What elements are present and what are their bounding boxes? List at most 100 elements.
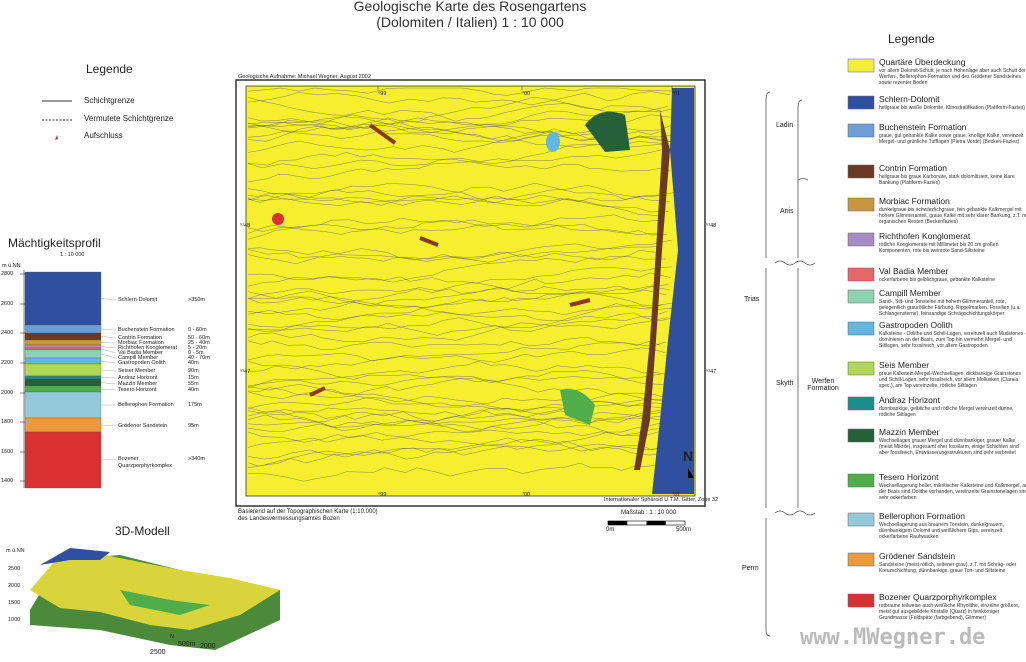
grid-label: ⁷01 — [672, 91, 681, 97]
profile-layer-thickness: 40m — [188, 360, 199, 366]
map-credit: Geologische Aufnahme: Michael Wegner, Au… — [238, 74, 371, 80]
profile-layer-name: Contrin Formation — [118, 335, 163, 341]
legend-swatch — [847, 197, 875, 212]
profile-layer-name: Buchenstein Formation — [118, 327, 175, 333]
leader — [100, 348, 117, 354]
model-north: N — [170, 634, 174, 640]
contour — [247, 347, 666, 373]
contour — [247, 428, 664, 443]
contour — [247, 185, 674, 206]
profile-tick: 2600 — [1, 301, 14, 307]
profile-layer-name: Tesero Horizont — [118, 387, 157, 393]
contour — [247, 220, 661, 235]
profile-layer — [24, 357, 102, 365]
legend-unit-name: Morbiac Formation — [879, 196, 950, 206]
legend-unit-name: Val Badia Member — [879, 266, 949, 276]
legend-item: Vermutete Schichtgrenze — [84, 114, 174, 123]
contrin-strip — [634, 110, 670, 470]
profile-layer-thickness: 5 - 20m — [188, 345, 207, 351]
terrain-top — [30, 552, 280, 630]
terrain-ridge — [40, 548, 110, 565]
leader — [100, 336, 117, 339]
profile-layer-thickness: 95m — [188, 423, 199, 429]
contour — [247, 411, 672, 430]
legend-title: Legende — [86, 62, 133, 76]
contour — [247, 250, 661, 283]
period-label: Werfen Formation — [807, 378, 839, 392]
legend-swatch — [847, 473, 875, 488]
contour — [247, 183, 670, 207]
contour — [247, 97, 680, 122]
legend-unit-name: Buchenstein Formation — [879, 122, 967, 132]
contour — [247, 224, 668, 240]
model-tick: 2000 — [8, 583, 21, 589]
legend-swatch — [847, 428, 875, 443]
legend-unit-name: Quartäre Überdeckung — [879, 57, 966, 67]
projection: Internationaler Sphäroid U.T.M. Gitter, … — [604, 497, 719, 503]
contour — [247, 125, 668, 148]
profile-layer-name: Morbiac Formation — [118, 340, 164, 346]
contour — [247, 141, 675, 183]
period-label: Perm — [742, 565, 759, 572]
watermark: www.MWegner.de — [800, 625, 986, 650]
leader — [100, 369, 117, 372]
profile-layer-name: Andraz Horizont — [118, 375, 158, 381]
grid-label: ⁷00 — [522, 492, 531, 498]
contour — [247, 439, 662, 469]
legend-swatch — [847, 361, 875, 376]
profile-tick: 2000 — [1, 390, 14, 396]
model-tick: 2500 — [8, 566, 21, 572]
legend-swatch — [847, 123, 875, 138]
grid-label: ⁷00 — [522, 91, 531, 97]
period-label: Skyth — [776, 380, 794, 387]
profile-unit: m ü.NN — [2, 263, 21, 269]
grid-label: ⁵¹47 — [240, 369, 251, 375]
legend-swatch — [847, 164, 875, 179]
legend-unit-description: Wechsellagen grauer Mergel und dünnbanki… — [879, 438, 1019, 456]
profile-layer — [24, 344, 102, 349]
profile-layer — [24, 375, 102, 380]
dolomite-zone — [652, 88, 694, 494]
profile-scale: 1 : 10 000 — [60, 252, 85, 258]
leader — [100, 353, 117, 359]
profile-layer-thickness: 55m — [188, 381, 199, 387]
profile-layer — [24, 347, 102, 351]
map-source: des Landesvermessungsamtes Bozen — [238, 516, 340, 522]
scale-segment — [608, 521, 628, 525]
leader — [100, 424, 117, 427]
profile-layer — [24, 332, 102, 341]
profile-layer-thickness: >350m — [188, 297, 205, 303]
grid-label: ⁶99 — [378, 91, 387, 97]
legend-unit-description: hellgraue bis weiße Dolomite, Klinostrat… — [879, 105, 1025, 111]
contour — [247, 311, 667, 336]
profile-layer-thickness: 175m — [188, 402, 202, 408]
profile-layer — [24, 339, 102, 346]
profile-layer-name: Campill Member — [118, 355, 159, 361]
legend-unit-name: Andraz Horizont — [879, 395, 940, 405]
contour — [247, 247, 666, 263]
profile-layer-name: Mazzin Member — [118, 381, 158, 387]
bracket-lines — [765, 91, 816, 637]
scale-segment — [646, 521, 666, 525]
contour — [247, 286, 670, 309]
profile-layer-name: Grödener Sandstein — [118, 423, 168, 429]
contour — [247, 239, 673, 264]
profile-layer-thickness: 90m — [188, 368, 199, 374]
contour — [247, 336, 666, 350]
profile-layer — [24, 378, 102, 387]
contour — [247, 407, 665, 436]
legend-unit-description: rötliche Konglomerate mit Millimeter bis… — [879, 242, 999, 254]
legend-swatch — [847, 267, 875, 282]
leader — [100, 377, 117, 379]
profile-tick: 2200 — [1, 360, 14, 366]
legend-unit-name: Bellerophon Formation — [879, 511, 965, 521]
legend-unit-name: Richthofen Konglomerat — [879, 231, 971, 241]
legend-swatch — [847, 58, 875, 73]
profile-layer — [24, 271, 102, 326]
model-xtick: 2000 — [200, 643, 216, 650]
leader — [100, 388, 117, 391]
legend-item: Schichtgrenze — [84, 96, 135, 105]
profile-tick: 1600 — [1, 449, 14, 455]
subtitle: (Dolomiten / Italien) 1 : 10 000 — [376, 14, 564, 30]
